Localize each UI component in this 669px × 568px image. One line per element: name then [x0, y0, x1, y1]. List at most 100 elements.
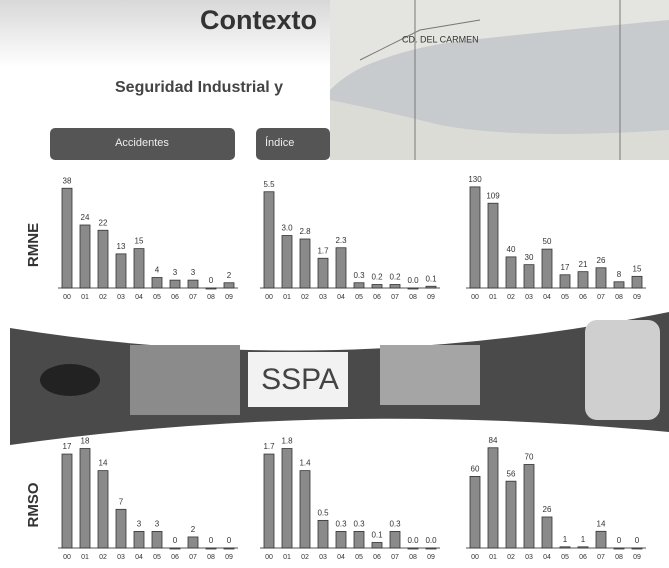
value-label: 3: [191, 268, 196, 277]
x-tick-label: 09: [225, 294, 233, 301]
row-label: RMSO: [25, 482, 42, 527]
bar: [264, 454, 274, 548]
value-label: 21: [579, 260, 588, 269]
value-label: 0: [617, 536, 622, 545]
x-tick-label: 06: [579, 294, 587, 301]
bar: [614, 548, 624, 549]
x-tick-label: 01: [283, 554, 291, 561]
bar: [170, 548, 180, 549]
value-label: 26: [543, 505, 552, 514]
x-tick-label: 05: [561, 294, 569, 301]
banner-photo: [380, 345, 480, 405]
value-label: 1.7: [317, 246, 329, 255]
value-label: 1.7: [263, 442, 275, 451]
bar: [62, 454, 72, 548]
x-tick-label: 00: [471, 294, 479, 301]
value-label: 2.3: [335, 236, 347, 245]
bar: [134, 249, 144, 288]
x-tick-label: 06: [171, 554, 179, 561]
x-tick-label: 04: [543, 294, 551, 301]
bar: [488, 448, 498, 548]
bar: [408, 288, 418, 289]
x-tick-label: 05: [355, 294, 363, 301]
x-tick-label: 03: [319, 294, 327, 301]
bar: [336, 531, 346, 548]
value-label: 26: [597, 256, 606, 265]
bar: [300, 471, 310, 548]
bar: [542, 517, 552, 548]
x-tick-label: 07: [391, 294, 399, 301]
x-tick-label: 02: [507, 294, 515, 301]
value-label: 3: [155, 520, 160, 529]
value-label: 1: [581, 535, 586, 544]
value-label: 0.3: [353, 520, 365, 529]
value-label: 70: [525, 453, 534, 462]
value-label: 0: [173, 536, 178, 545]
bar: [470, 476, 480, 548]
value-label: 2: [227, 271, 232, 280]
x-tick-label: 00: [63, 294, 71, 301]
bar: [224, 283, 234, 288]
bar: [282, 449, 292, 548]
x-tick-label: 07: [189, 554, 197, 561]
bar: [632, 276, 642, 288]
bar: [614, 282, 624, 288]
x-tick-label: 01: [489, 554, 497, 561]
bar: [372, 542, 382, 548]
bar: [632, 548, 642, 549]
bar: [224, 548, 234, 549]
bar: [426, 548, 436, 549]
bar: [188, 537, 198, 548]
value-label: 0.2: [389, 273, 401, 282]
map-label: CD. DEL CARMEN: [402, 34, 479, 44]
x-tick-label: 05: [153, 554, 161, 561]
bar: [80, 449, 90, 548]
x-tick-label: 07: [597, 294, 605, 301]
value-label: 3: [137, 520, 142, 529]
x-tick-label: 05: [561, 554, 569, 561]
slide: Contexto Seguridad Industrial y CD. DEL …: [0, 0, 669, 563]
slide-title: Contexto: [200, 5, 317, 35]
x-tick-label: 08: [207, 554, 215, 561]
bar: [426, 286, 436, 288]
value-label: 15: [135, 237, 144, 246]
value-label: 5.5: [263, 180, 275, 189]
value-label: 30: [525, 253, 534, 262]
x-tick-label: 04: [337, 294, 345, 301]
x-tick-label: 01: [81, 294, 89, 301]
bar: [506, 481, 516, 548]
x-tick-label: 00: [63, 554, 71, 561]
banner-logo: SSPA: [261, 363, 339, 396]
x-tick-label: 09: [633, 554, 641, 561]
x-tick-label: 04: [135, 294, 143, 301]
x-tick-label: 01: [489, 294, 497, 301]
bar: [354, 283, 364, 288]
value-label: 0: [209, 536, 214, 545]
banner-photo: [585, 320, 660, 420]
value-label: 1: [563, 535, 568, 544]
value-label: 0: [635, 536, 640, 545]
value-label: 18: [81, 437, 90, 446]
bar: [336, 248, 346, 288]
value-label: 8: [617, 270, 622, 279]
value-label: 24: [81, 213, 90, 222]
bar: [206, 288, 216, 289]
bar: [98, 230, 108, 288]
bar: [318, 520, 328, 548]
map: CD. DEL CARMEN: [330, 0, 669, 160]
bar: [488, 203, 498, 288]
value-label: 0.3: [353, 271, 365, 280]
bar: [408, 548, 418, 549]
x-tick-label: 04: [337, 554, 345, 561]
x-tick-label: 09: [427, 554, 435, 561]
bar: [282, 236, 292, 289]
x-tick-label: 06: [373, 554, 381, 561]
x-tick-label: 04: [543, 554, 551, 561]
bar: [524, 265, 534, 288]
value-label: 0.1: [371, 531, 383, 540]
row-label: RMNE: [25, 223, 42, 267]
value-label: 2: [191, 525, 196, 534]
value-label: 50: [543, 237, 552, 246]
value-label: 17: [561, 263, 570, 272]
x-tick-label: 06: [171, 294, 179, 301]
